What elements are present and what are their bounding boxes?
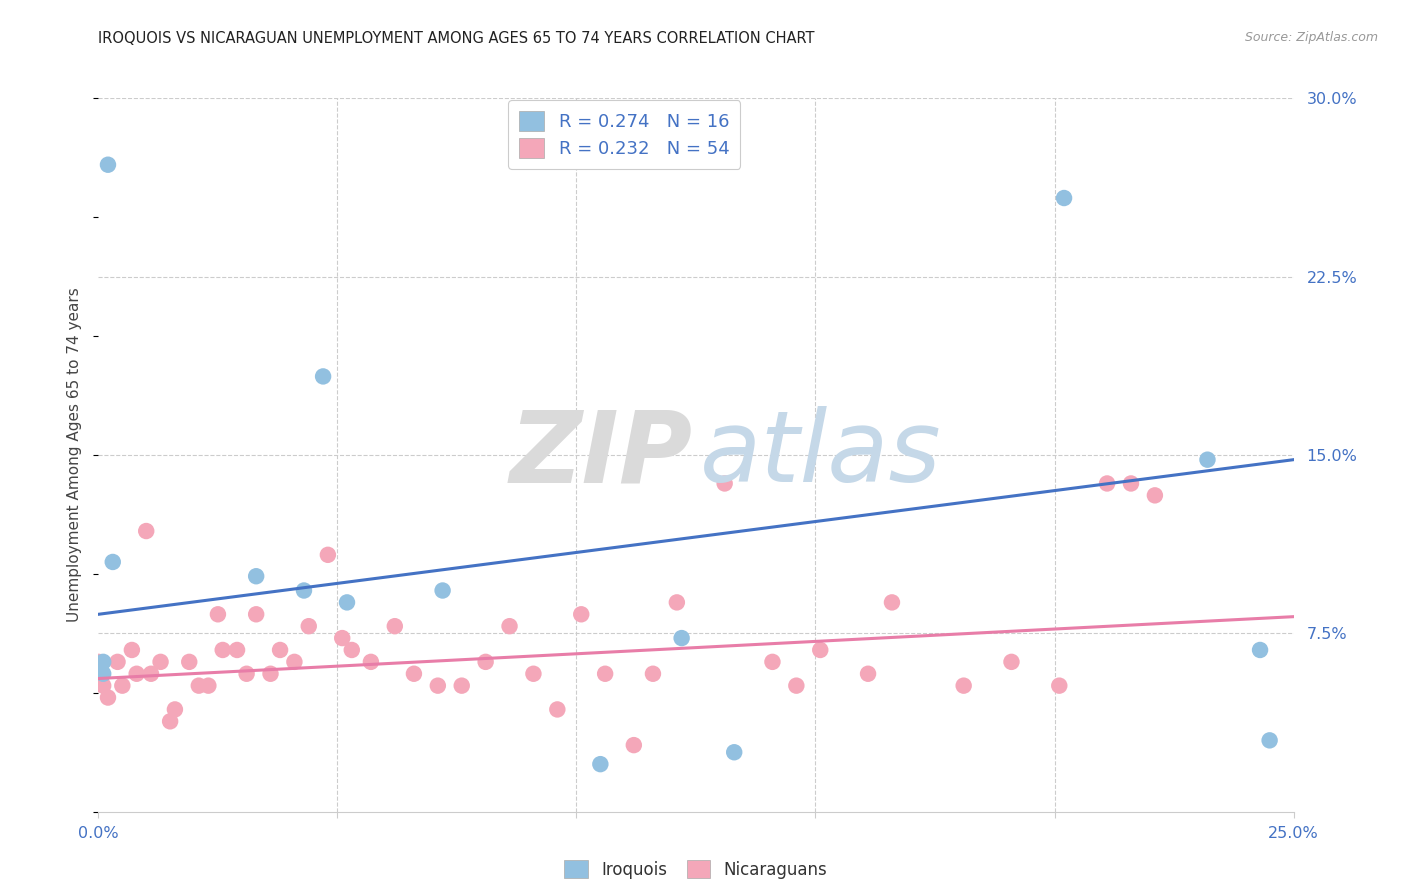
Point — [713, 476, 735, 491]
Point — [522, 666, 544, 681]
Point — [426, 679, 449, 693]
Point — [226, 643, 249, 657]
Point — [139, 666, 162, 681]
Point — [163, 702, 186, 716]
Point — [1047, 679, 1070, 693]
Point — [498, 619, 520, 633]
Point — [785, 679, 807, 693]
Point — [952, 679, 974, 693]
Point — [1249, 643, 1271, 657]
Point — [589, 757, 612, 772]
Point — [87, 669, 110, 683]
Y-axis label: Unemployment Among Ages 65 to 74 years: Unemployment Among Ages 65 to 74 years — [67, 287, 83, 623]
Point — [856, 666, 879, 681]
Point — [259, 666, 281, 681]
Point — [111, 679, 134, 693]
Point — [569, 607, 592, 622]
Point — [808, 643, 831, 657]
Point — [245, 607, 267, 622]
Point — [340, 643, 363, 657]
Legend: Iroquois, Nicaraguans: Iroquois, Nicaraguans — [558, 854, 834, 886]
Point — [761, 655, 783, 669]
Point — [1000, 655, 1022, 669]
Point — [474, 655, 496, 669]
Point — [149, 655, 172, 669]
Point — [450, 679, 472, 693]
Point — [316, 548, 339, 562]
Point — [330, 631, 353, 645]
Point — [360, 655, 382, 669]
Point — [593, 666, 616, 681]
Point — [91, 666, 114, 681]
Point — [1197, 452, 1219, 467]
Point — [235, 666, 257, 681]
Point — [1258, 733, 1281, 747]
Point — [292, 583, 315, 598]
Point — [97, 158, 120, 172]
Point — [432, 583, 454, 598]
Point — [1143, 488, 1166, 502]
Point — [101, 555, 124, 569]
Point — [723, 745, 745, 759]
Point — [546, 702, 568, 716]
Point — [91, 655, 114, 669]
Point — [159, 714, 181, 729]
Point — [107, 655, 129, 669]
Point — [298, 619, 321, 633]
Point — [283, 655, 305, 669]
Point — [880, 595, 903, 609]
Point — [384, 619, 406, 633]
Point — [87, 655, 110, 669]
Point — [211, 643, 233, 657]
Point — [1053, 191, 1076, 205]
Point — [336, 595, 359, 609]
Point — [91, 679, 114, 693]
Point — [623, 738, 645, 752]
Point — [121, 643, 143, 657]
Point — [179, 655, 201, 669]
Text: Source: ZipAtlas.com: Source: ZipAtlas.com — [1244, 31, 1378, 45]
Text: ZIP: ZIP — [509, 407, 692, 503]
Point — [125, 666, 148, 681]
Point — [197, 679, 219, 693]
Point — [97, 690, 120, 705]
Text: IROQUOIS VS NICARAGUAN UNEMPLOYMENT AMONG AGES 65 TO 74 YEARS CORRELATION CHART: IROQUOIS VS NICARAGUAN UNEMPLOYMENT AMON… — [98, 31, 815, 46]
Point — [641, 666, 664, 681]
Point — [135, 524, 157, 538]
Point — [312, 369, 335, 384]
Point — [402, 666, 425, 681]
Text: atlas: atlas — [700, 407, 941, 503]
Point — [269, 643, 291, 657]
Point — [187, 679, 209, 693]
Point — [1095, 476, 1118, 491]
Point — [671, 631, 693, 645]
Point — [207, 607, 229, 622]
Point — [665, 595, 688, 609]
Point — [1119, 476, 1142, 491]
Point — [245, 569, 267, 583]
